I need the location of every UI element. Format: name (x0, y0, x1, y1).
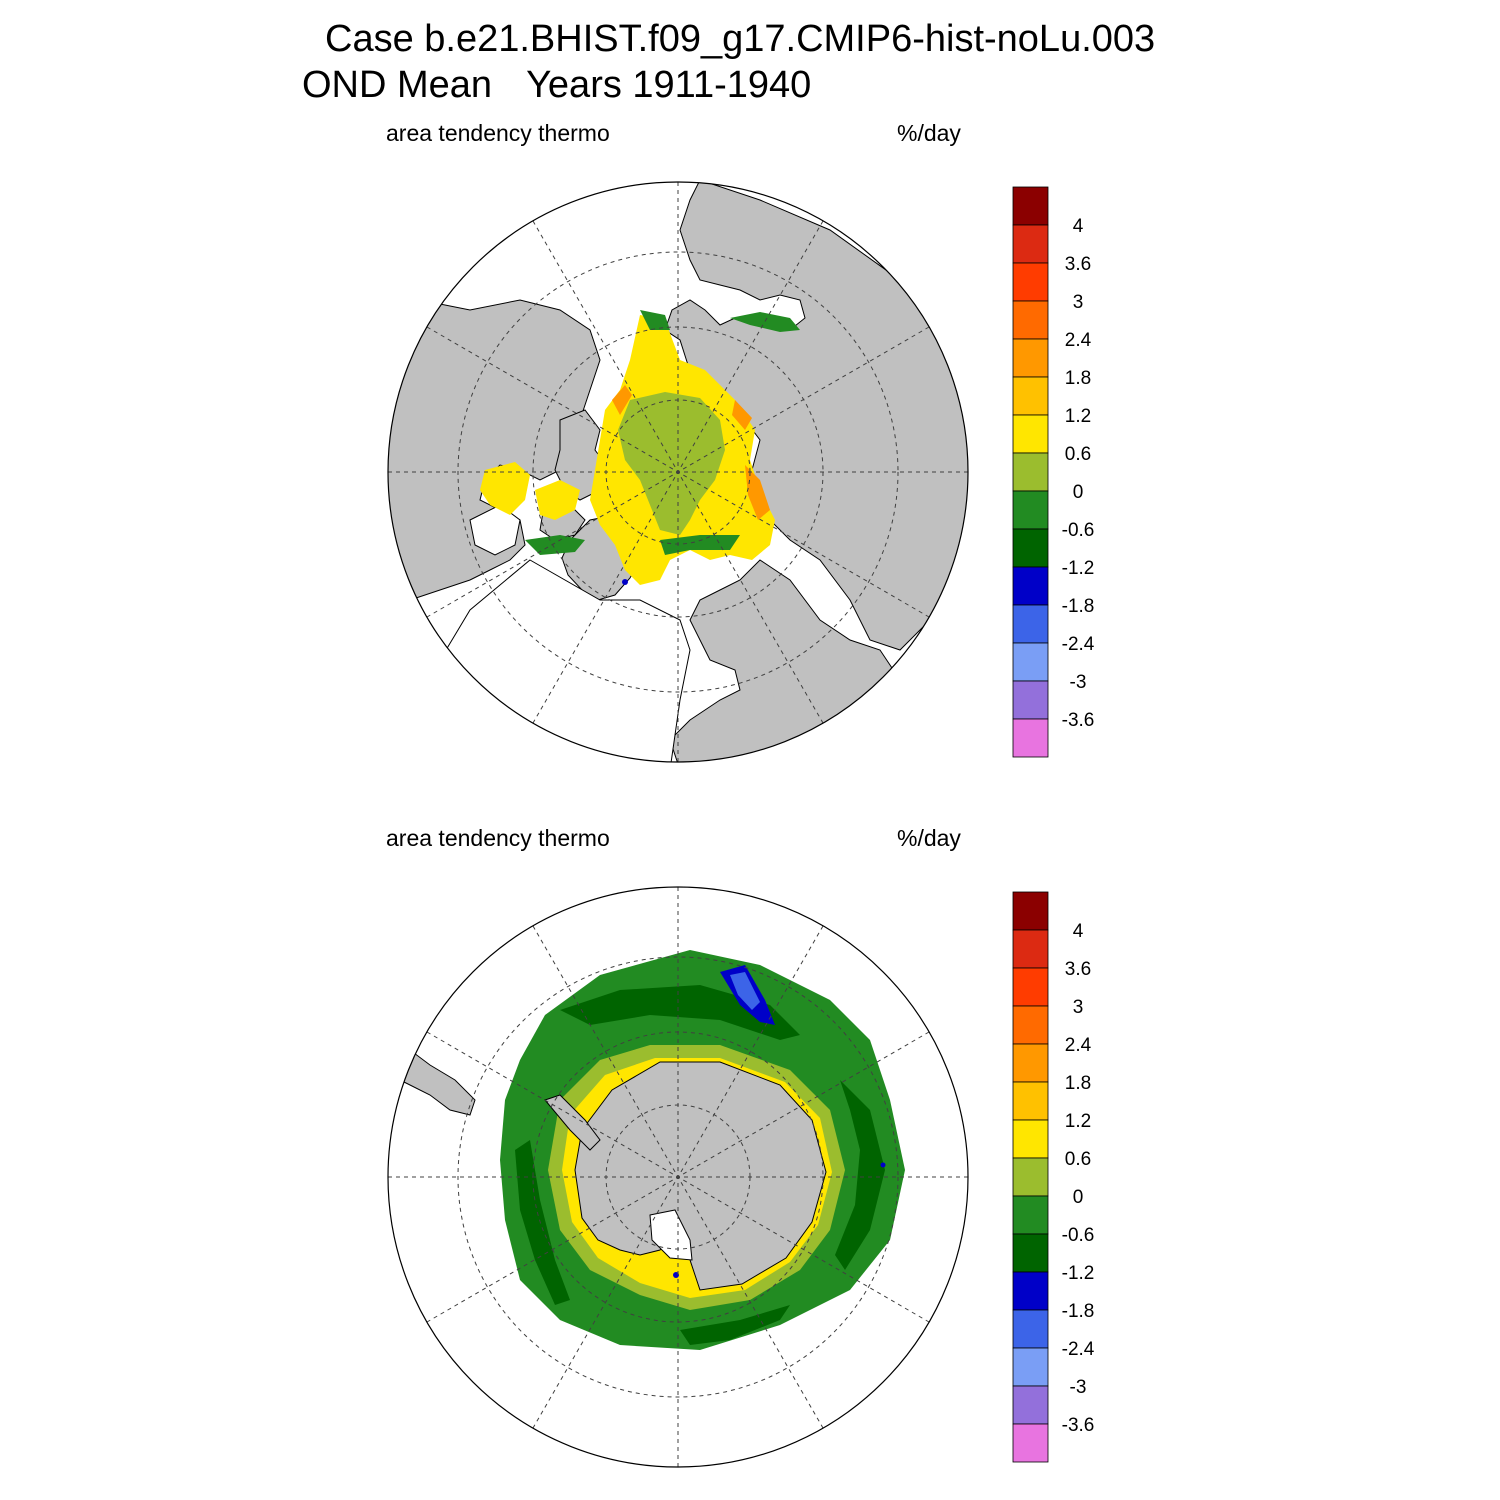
south-colorbar-color-box (1012, 1309, 1049, 1349)
ice-dark-band-south (680, 1305, 790, 1345)
land-antarctica (574, 1061, 827, 1291)
south-colorbar-color-box (1012, 929, 1049, 969)
north-colorbar-color-box (1012, 528, 1049, 568)
south-colorbar-color-box (1012, 967, 1049, 1007)
south-colorbar-level-label: 3 (1073, 997, 1084, 1018)
north-panel-variable-label: area tendency thermo (386, 120, 610, 146)
south-graticule (388, 887, 968, 1467)
south-colorbar-level-label: -2.4 (1062, 1339, 1095, 1360)
ice-central-near-zero (618, 392, 725, 535)
south-colorbar-color-box (1012, 1119, 1049, 1159)
north-colorbar-color-box (1012, 452, 1049, 492)
south-colorbar-level-label: 0.6 (1065, 1149, 1091, 1170)
north-colorbar-color-box (1012, 376, 1049, 416)
south-colorbar-level-label: -0.6 (1062, 1225, 1095, 1246)
north-colorbar-color-box (1012, 718, 1049, 758)
ice-negative-bering (730, 312, 800, 332)
ice-negative-chukchi (640, 310, 670, 330)
north-graticule (388, 182, 968, 762)
north-colorbar-level-label: 3.6 (1065, 254, 1091, 275)
ice-dark-band-west (515, 1140, 570, 1305)
north-colorbar-color-box (1012, 642, 1049, 682)
north-colorbar-level-label: -2.4 (1062, 634, 1095, 655)
north-colorbar-color-box (1012, 338, 1049, 378)
south-panel-variable-label: area tendency thermo (386, 825, 610, 851)
north-colorbar-level-label: 1.2 (1065, 406, 1091, 427)
north-colorbar-level-label: -0.6 (1062, 520, 1095, 541)
north-map-border (387, 181, 969, 763)
ice-orange-fringe (612, 385, 770, 520)
ice-dark-band-east (835, 1080, 885, 1270)
ice-strong-negative-spot (622, 579, 628, 585)
north-colorbar-level-label: 1.8 (1065, 368, 1091, 389)
ice-shelf-ross (649, 1209, 693, 1261)
north-colorbar-level-label: 0 (1073, 482, 1084, 503)
years-label: Years 1911-1940 (526, 64, 812, 106)
north-colorbar-level-label: 2.4 (1065, 330, 1092, 351)
north-colorbar-color-box (1012, 490, 1049, 530)
south-colorbar-color-box (1012, 1423, 1049, 1463)
figure-title-case: Case b.e21.BHIST.f09_g17.CMIP6-hist-noLu… (325, 18, 1156, 60)
south-colorbar-color-box (1012, 1233, 1049, 1273)
south-map-border (387, 886, 969, 1468)
north-colorbar-level-label: -3 (1070, 672, 1087, 693)
ice-very-strong-negative-patch (730, 972, 760, 1010)
south-colorbar-color-box (1012, 1043, 1049, 1083)
north-panel-units-label: %/day (897, 120, 961, 146)
south-colorbar-color-box (1012, 1347, 1049, 1387)
south-colorbar: 4 3.6 3 2.4 1.8 1.2 0.6 0 -0.6 -1.2 -1.8 -2.4 -3 -3.6 (1012, 891, 1095, 1463)
south-colorbar-level-label: 2.4 (1065, 1035, 1092, 1056)
ice-negative-band-labrador (525, 535, 585, 555)
south-colorbar-level-label: -3.6 (1062, 1415, 1095, 1436)
north-colorbar-color-box (1012, 414, 1049, 454)
north-colorbar-level-label: 3 (1073, 292, 1084, 313)
south-colorbar-level-label: -1.8 (1062, 1301, 1095, 1322)
north-colorbar: 4 3.6 3 2.4 1.8 1.2 0.6 0 -0.6 -1.2 -1.8 -2.4 -3 -3.6 (1012, 186, 1095, 758)
season-label: OND Mean (302, 64, 493, 106)
north-colorbar-color-box (1012, 224, 1049, 264)
ice-negative-band-greenland (660, 535, 740, 555)
north-colorbar-color-box (1012, 300, 1049, 340)
north-colorbar-color-box (1012, 262, 1049, 302)
south-colorbar-level-label: -1.2 (1062, 1263, 1095, 1284)
south-colorbar-color-box (1012, 1271, 1049, 1311)
north-colorbar-level-label: -1.2 (1062, 558, 1095, 579)
north-colorbar-color-box (1012, 186, 1049, 226)
south-colorbar-level-label: 0 (1073, 1187, 1084, 1208)
north-colorbar-level-label: 0.6 (1065, 444, 1091, 465)
north-colorbar-color-box (1012, 566, 1049, 606)
ice-baffin-positive (535, 480, 580, 520)
figure-title-period: OND Mean Years 1911-1940 (302, 64, 811, 107)
south-colorbar-level-label: 1.8 (1065, 1073, 1091, 1094)
north-colorbar-level-label: -3.6 (1062, 710, 1095, 731)
north-colorbar-color-box (1012, 604, 1049, 644)
south-panel-units-label: %/day (897, 825, 961, 851)
south-colorbar-color-box (1012, 1195, 1049, 1235)
south-colorbar-color-box (1012, 1081, 1049, 1121)
south-colorbar-level-label: 3.6 (1065, 959, 1091, 980)
land-antarctic-peninsula (544, 1094, 601, 1151)
south-colorbar-level-label: 4 (1073, 921, 1084, 942)
south-colorbar-level-label: -3 (1070, 1377, 1087, 1398)
south-colorbar-color-box (1012, 1385, 1049, 1425)
north-map-content (388, 182, 968, 762)
north-colorbar-level-label: -1.8 (1062, 596, 1095, 617)
south-colorbar-color-box (1012, 1005, 1049, 1045)
ice-hudson-positive (480, 462, 530, 515)
south-polar-map (388, 887, 968, 1467)
north-colorbar-color-box (1012, 680, 1049, 720)
south-colorbar-color-box (1012, 1157, 1049, 1197)
north-colorbar-level-label: 4 (1073, 216, 1084, 237)
ice-east-negative-spot (880, 1162, 886, 1168)
south-colorbar-color-box (1012, 891, 1049, 931)
south-colorbar-level-label: 1.2 (1065, 1111, 1091, 1132)
